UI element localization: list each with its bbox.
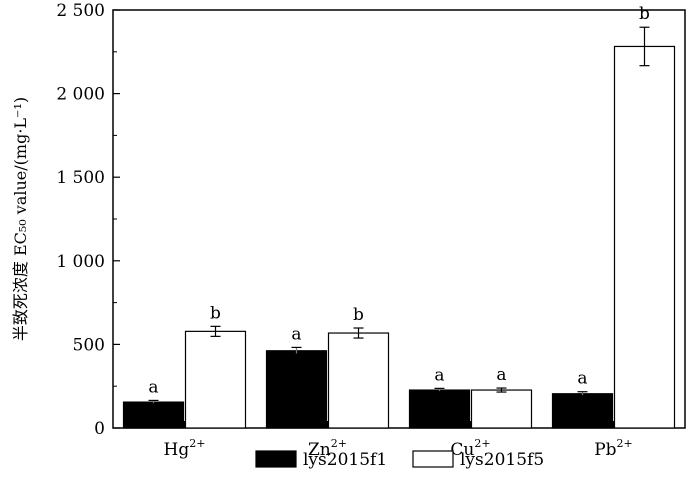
x-tick-label: Zn2+ bbox=[308, 437, 347, 460]
y-tick-label: 1 000 bbox=[56, 252, 105, 272]
y-axis-title: 半致死浓度 EC₅₀ value/(mg·L⁻¹) bbox=[11, 97, 30, 341]
significance-label: b bbox=[210, 303, 221, 323]
bar-lys2015f5 bbox=[613, 45, 676, 429]
legend-swatch-lys2015f5 bbox=[412, 450, 454, 468]
y-axis: 0 500 1 000 1 500 2 000 2 500 bbox=[56, 1, 120, 439]
x-axis: Hg2+ Zn2+ Cu2+ Pb2+ bbox=[164, 421, 633, 460]
significance-label: a bbox=[496, 365, 506, 385]
bars: a b a b a a a b bbox=[122, 4, 676, 429]
x-tick-label: Hg2+ bbox=[164, 437, 206, 460]
significance-label: a bbox=[577, 369, 587, 389]
bar-lys2015f5 bbox=[470, 389, 533, 429]
legend-label-lys2015f5: lys2015f5 bbox=[460, 450, 544, 470]
bar-lys2015f1 bbox=[122, 401, 185, 429]
bar-lys2015f1 bbox=[551, 393, 614, 429]
bar-lys2015f1 bbox=[408, 389, 471, 429]
significance-label: a bbox=[148, 377, 158, 397]
y-tick-label: 2 000 bbox=[56, 85, 105, 105]
legend-label-lys2015f1: lys2015f1 bbox=[303, 450, 387, 470]
significance-label: b bbox=[639, 4, 650, 24]
significance-label: b bbox=[353, 305, 364, 325]
bar-lys2015f1 bbox=[265, 350, 328, 429]
bar-lys2015f5 bbox=[327, 332, 390, 429]
x-tick-label: Cu2+ bbox=[450, 437, 490, 460]
x-tick-label: Pb2+ bbox=[594, 437, 633, 460]
y-tick-label: 500 bbox=[73, 335, 105, 355]
y-tick-label: 0 bbox=[94, 419, 105, 439]
legend-swatch-lys2015f1 bbox=[255, 450, 297, 468]
significance-label: a bbox=[434, 365, 444, 385]
bar-lys2015f5 bbox=[184, 330, 247, 429]
significance-label: a bbox=[291, 324, 301, 344]
legend: lys2015f1 lys2015f5 bbox=[255, 450, 544, 470]
y-tick-label: 1 500 bbox=[56, 168, 105, 188]
y-tick-label: 2 500 bbox=[56, 1, 105, 21]
